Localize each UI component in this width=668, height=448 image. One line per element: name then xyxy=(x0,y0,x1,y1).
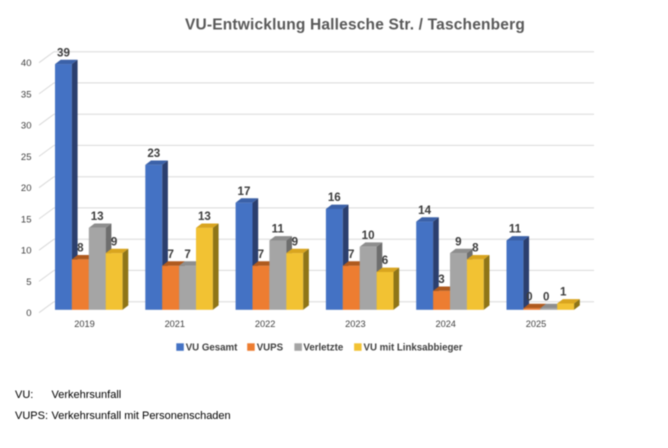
svg-text:40: 40 xyxy=(21,58,32,69)
svg-text:6: 6 xyxy=(382,254,389,267)
svg-text:10: 10 xyxy=(362,229,375,242)
svg-text:9: 9 xyxy=(455,235,462,248)
svg-text:30: 30 xyxy=(21,121,32,132)
svg-text:VUPS: VUPS xyxy=(257,343,284,354)
svg-text:11: 11 xyxy=(509,223,522,236)
svg-text:0: 0 xyxy=(543,291,549,304)
svg-text:17: 17 xyxy=(238,185,251,198)
svg-text:7: 7 xyxy=(184,248,190,261)
svg-text:Verkehrsunfall mit Personensch: Verkehrsunfall mit Personenschaden xyxy=(52,410,231,422)
svg-text:11: 11 xyxy=(272,223,285,236)
svg-text:10: 10 xyxy=(21,246,32,257)
svg-text:35: 35 xyxy=(21,89,32,100)
svg-text:0: 0 xyxy=(26,308,31,319)
svg-text:VUPS:: VUPS: xyxy=(15,410,48,422)
svg-text:2025: 2025 xyxy=(526,319,546,329)
svg-text:23: 23 xyxy=(147,147,160,160)
svg-text:3: 3 xyxy=(438,273,445,286)
svg-text:20: 20 xyxy=(21,183,32,194)
svg-text:7: 7 xyxy=(167,248,173,261)
svg-text:VU-Entwicklung Hallesche Str.: VU-Entwicklung Hallesche Str. / Taschenb… xyxy=(185,17,525,34)
svg-text:15: 15 xyxy=(21,214,32,225)
svg-text:13: 13 xyxy=(198,210,211,223)
svg-text:VU mit Linksabbieger: VU mit Linksabbieger xyxy=(364,343,463,354)
svg-text:9: 9 xyxy=(292,235,299,248)
svg-text:2019: 2019 xyxy=(74,319,94,329)
svg-text:5: 5 xyxy=(26,277,31,288)
svg-text:7: 7 xyxy=(348,248,354,261)
svg-text:0: 0 xyxy=(526,291,532,304)
svg-text:Verkehrsunfall: Verkehrsunfall xyxy=(52,389,122,401)
svg-text:2022: 2022 xyxy=(255,319,275,329)
svg-text:2024: 2024 xyxy=(435,319,455,329)
svg-text:14: 14 xyxy=(418,204,431,217)
svg-text:1: 1 xyxy=(560,286,567,299)
svg-text:VU:: VU: xyxy=(15,389,33,401)
svg-text:8: 8 xyxy=(472,242,479,255)
svg-text:VU Gesamt: VU Gesamt xyxy=(186,343,238,354)
svg-text:9: 9 xyxy=(111,235,118,248)
svg-text:2023: 2023 xyxy=(345,319,365,329)
svg-text:25: 25 xyxy=(21,152,32,163)
svg-text:8: 8 xyxy=(77,242,84,255)
svg-text:39: 39 xyxy=(57,46,70,59)
svg-text:13: 13 xyxy=(91,210,104,223)
svg-text:16: 16 xyxy=(328,191,341,204)
svg-text:2021: 2021 xyxy=(165,319,185,329)
svg-text:Verletzte: Verletzte xyxy=(303,343,343,354)
svg-text:7: 7 xyxy=(258,248,264,261)
